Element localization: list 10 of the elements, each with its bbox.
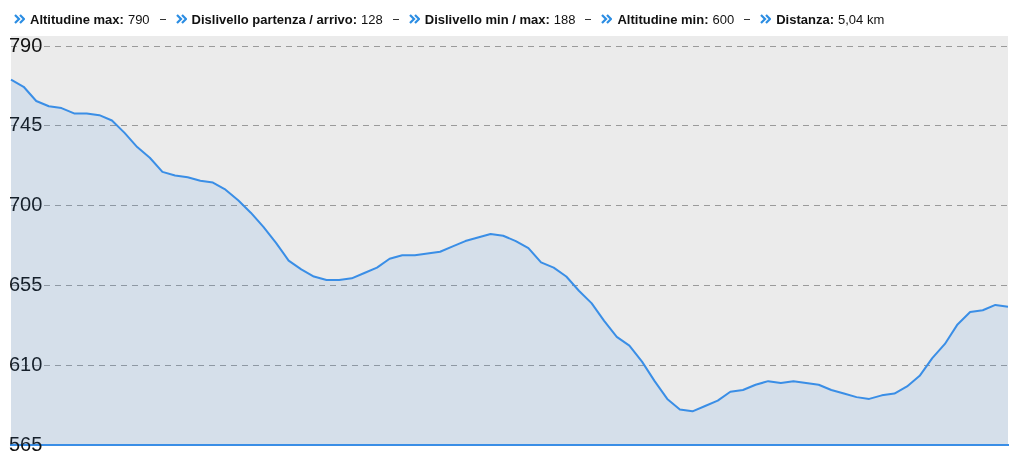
text: Dislivello partenza / arrivo: 128: [191, 11, 383, 27]
text: Distanza: 5,04 km: [776, 11, 885, 27]
text: Altitudine max: 790: [30, 11, 150, 27]
y-tick-label: 700: [9, 193, 43, 216]
y-tick-label: 745: [9, 113, 43, 136]
y-tick-label: 655: [9, 272, 43, 295]
y-tick-label: 610: [9, 352, 43, 375]
y-tick-label: 790: [9, 33, 43, 56]
text: Altitudine min: 600: [617, 11, 735, 27]
text: Dislivello min / max: 188: [424, 11, 576, 27]
